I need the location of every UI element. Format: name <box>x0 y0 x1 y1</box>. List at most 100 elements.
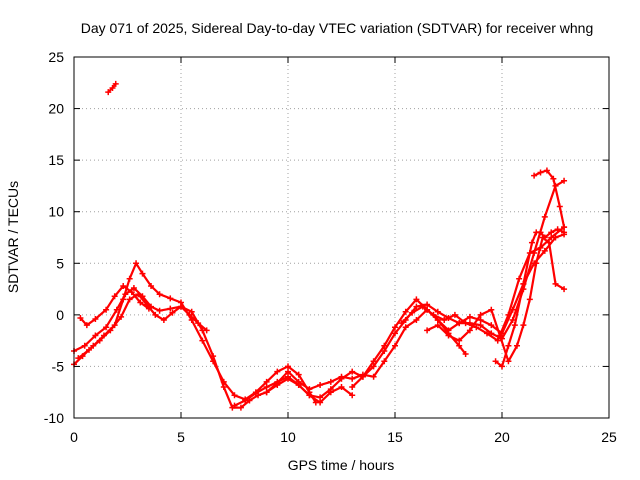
data-point <box>317 394 324 401</box>
data-point <box>169 309 176 316</box>
data-point <box>118 313 125 320</box>
data-point <box>103 324 110 331</box>
data-point <box>338 384 345 391</box>
data-point <box>496 332 503 339</box>
data-point <box>126 296 133 303</box>
data-point <box>263 389 270 396</box>
data-point <box>295 371 302 378</box>
data-point <box>167 305 174 312</box>
y-tick-label: 20 <box>48 101 64 117</box>
y-tick-label: 0 <box>56 307 64 323</box>
data-point <box>548 229 555 236</box>
x-tick-label: 20 <box>494 429 510 445</box>
data-point <box>295 378 302 385</box>
data-point <box>306 392 313 399</box>
data-point <box>505 358 512 365</box>
data-point <box>327 378 334 385</box>
series-sat-a <box>105 80 119 96</box>
y-tick-label: 10 <box>48 204 64 220</box>
data-point <box>105 89 112 96</box>
data-point <box>543 167 550 174</box>
data-point <box>77 314 84 321</box>
data-point <box>520 280 527 287</box>
data-point <box>156 307 163 314</box>
data-point <box>537 169 544 176</box>
grid-lines <box>74 57 609 418</box>
data-point <box>402 308 409 315</box>
data-point <box>528 239 535 246</box>
data-point <box>103 306 110 313</box>
data-point <box>152 311 159 318</box>
y-tick-label: 15 <box>48 152 64 168</box>
data-point <box>139 270 146 277</box>
series-line <box>532 169 566 229</box>
data-point <box>546 239 553 246</box>
data-point <box>424 327 431 334</box>
data-point <box>210 353 217 360</box>
data-point <box>520 322 527 329</box>
data-point <box>137 299 144 306</box>
data-point <box>203 327 210 334</box>
data-point <box>550 175 557 182</box>
data-point <box>306 386 313 393</box>
series-sat-f <box>231 177 568 409</box>
data-point <box>338 373 345 380</box>
data-point <box>537 229 544 236</box>
data-point <box>494 337 501 344</box>
data-point <box>381 342 388 349</box>
series-sat-c <box>71 285 356 411</box>
data-point <box>199 337 206 344</box>
data-point <box>92 332 99 339</box>
data-point <box>561 286 568 293</box>
chart-title: Day 071 of 2025, Sidereal Day-to-day VTE… <box>81 20 594 36</box>
data-point <box>242 397 249 404</box>
data-point <box>541 234 548 241</box>
series-line <box>265 308 467 394</box>
data-point <box>128 289 135 296</box>
data-point <box>505 311 512 318</box>
data-point <box>220 384 227 391</box>
data-point <box>263 384 270 391</box>
x-axis-title: GPS time / hours <box>288 457 395 473</box>
data-point <box>349 368 356 375</box>
data-point <box>349 384 356 391</box>
data-point <box>381 347 388 354</box>
data-point <box>466 313 473 320</box>
data-point <box>167 295 174 302</box>
data-point <box>434 308 441 315</box>
data-point <box>274 368 281 375</box>
data-point <box>409 309 416 316</box>
data-point <box>413 296 420 303</box>
data-point <box>477 311 484 318</box>
data-point <box>178 303 184 310</box>
data-point <box>252 390 259 397</box>
data-point <box>148 282 155 289</box>
data-point <box>188 308 195 315</box>
data-point <box>513 342 520 349</box>
data-point <box>186 311 193 318</box>
x-tick-label: 25 <box>601 429 617 445</box>
data-point <box>113 306 120 313</box>
data-point <box>451 311 458 318</box>
data-point <box>392 324 398 331</box>
series-sat-l <box>531 167 568 231</box>
data-point <box>392 330 398 337</box>
x-tick-label: 15 <box>387 429 403 445</box>
data-point <box>96 337 103 344</box>
data-point <box>381 358 388 365</box>
data-point <box>473 324 480 331</box>
data-point <box>285 363 291 370</box>
data-point <box>554 226 561 233</box>
data-point <box>237 404 244 411</box>
data-point <box>107 327 114 334</box>
data-point <box>445 332 452 339</box>
data-point <box>111 293 118 300</box>
data-point <box>533 260 540 267</box>
data-point <box>112 80 119 87</box>
data-point <box>122 291 129 298</box>
data-point <box>402 324 409 331</box>
data-point <box>349 375 356 382</box>
data-point <box>263 378 270 385</box>
data-point <box>488 306 495 313</box>
